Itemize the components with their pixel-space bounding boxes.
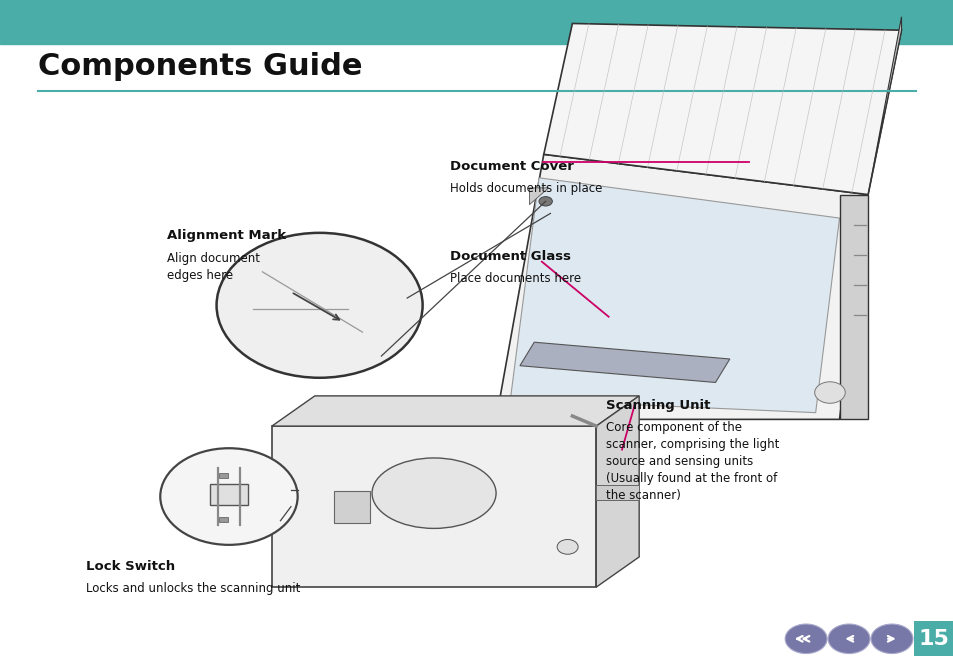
- Circle shape: [870, 624, 912, 654]
- Ellipse shape: [372, 458, 496, 529]
- Circle shape: [784, 624, 826, 654]
- Text: Document Glass: Document Glass: [450, 250, 571, 262]
- Bar: [334, 491, 370, 523]
- Text: 15: 15: [918, 629, 948, 649]
- Text: Place documents here: Place documents here: [450, 272, 580, 285]
- Text: Components Guide: Components Guide: [38, 52, 362, 81]
- Text: Locks and unlocks the scanning unit: Locks and unlocks the scanning unit: [86, 582, 300, 595]
- Ellipse shape: [216, 233, 422, 378]
- Polygon shape: [529, 188, 548, 205]
- Bar: [596, 485, 639, 500]
- Bar: [0, 0, 953, 44]
- Polygon shape: [596, 396, 639, 587]
- Circle shape: [827, 624, 869, 654]
- Text: Align document
edges here: Align document edges here: [167, 252, 259, 282]
- Polygon shape: [496, 154, 867, 419]
- Bar: [219, 517, 228, 522]
- Polygon shape: [543, 23, 901, 195]
- Polygon shape: [272, 396, 639, 426]
- Polygon shape: [272, 426, 596, 587]
- Text: Document Cover: Document Cover: [450, 160, 574, 172]
- Polygon shape: [519, 342, 729, 382]
- Text: Holds documents in place: Holds documents in place: [450, 182, 602, 195]
- Text: Alignment Mark: Alignment Mark: [167, 229, 286, 242]
- Circle shape: [538, 197, 552, 206]
- Polygon shape: [839, 195, 867, 419]
- Bar: [219, 473, 228, 478]
- Circle shape: [557, 539, 578, 554]
- Text: Core component of the
scanner, comprising the light
source and sensing units
(Us: Core component of the scanner, comprisin…: [605, 421, 779, 503]
- Text: Scanning Unit: Scanning Unit: [605, 399, 709, 412]
- Circle shape: [814, 382, 844, 403]
- Bar: [210, 484, 248, 505]
- Polygon shape: [510, 178, 839, 413]
- Polygon shape: [867, 17, 901, 195]
- FancyBboxPatch shape: [913, 621, 953, 656]
- Text: Lock Switch: Lock Switch: [86, 560, 174, 573]
- Ellipse shape: [160, 448, 297, 545]
